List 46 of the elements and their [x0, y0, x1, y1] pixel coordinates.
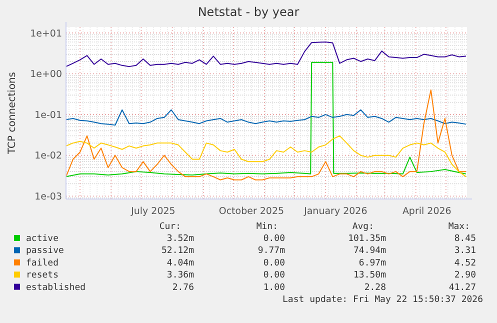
y-tick-label: 1e-02 — [34, 150, 62, 162]
text: 8.45 — [454, 234, 476, 244]
y-tick-label: 1e+01 — [30, 28, 62, 40]
text: 13.50m — [353, 270, 386, 281]
line-series — [66, 89, 466, 180]
line-series — [66, 135, 466, 178]
legend-label: established — [26, 282, 86, 293]
x-tick-label: April 2026 — [402, 206, 452, 217]
text: Cur: — [159, 222, 181, 232]
text: Min: — [256, 222, 278, 232]
text: 6.97m — [358, 258, 386, 268]
text: 101.35m — [348, 234, 386, 244]
text: 41.27 — [448, 282, 476, 293]
line-series — [66, 109, 466, 126]
text: 2.90 — [454, 270, 476, 281]
legend-label: failed — [26, 258, 59, 268]
chart-title: Netstat - by year — [198, 5, 300, 19]
text: Max: — [448, 222, 470, 232]
text: 0.00 — [263, 258, 285, 268]
x-tick-label: January 2026 — [303, 206, 368, 217]
text: 74.94m — [353, 246, 386, 256]
text: 2.76 — [172, 282, 194, 293]
text: Last update: Fri May 22 15:50:37 2026 — [282, 295, 483, 305]
y-tick-label: 1e+00 — [30, 69, 62, 80]
y-tick-label: 1e-01 — [34, 110, 62, 121]
text: 3.52m — [166, 234, 194, 244]
legend-label: passive — [26, 246, 64, 256]
x-tick-label: October 2025 — [218, 206, 284, 217]
text: 4.04m — [166, 258, 194, 268]
line-series — [66, 62, 466, 178]
text: 3.31 — [454, 246, 476, 256]
text: 0.00 — [263, 270, 285, 281]
text: 3.36m — [166, 270, 194, 281]
x-tick-label: July 2025 — [130, 206, 176, 217]
text: 0.00 — [263, 234, 285, 244]
text: Avg: — [352, 222, 374, 232]
text: 9.77m — [258, 246, 285, 256]
legend-label: resets — [26, 270, 59, 281]
y-tick-label: 1e-03 — [34, 191, 62, 202]
legend-label: active — [26, 234, 59, 244]
y-axis-title: TCP connections — [7, 72, 18, 156]
text: 2.28 — [364, 282, 386, 293]
text: 4.52 — [454, 258, 476, 268]
text: 1.00 — [263, 282, 285, 293]
text: 52.12m — [161, 246, 194, 256]
line-series — [66, 42, 466, 68]
